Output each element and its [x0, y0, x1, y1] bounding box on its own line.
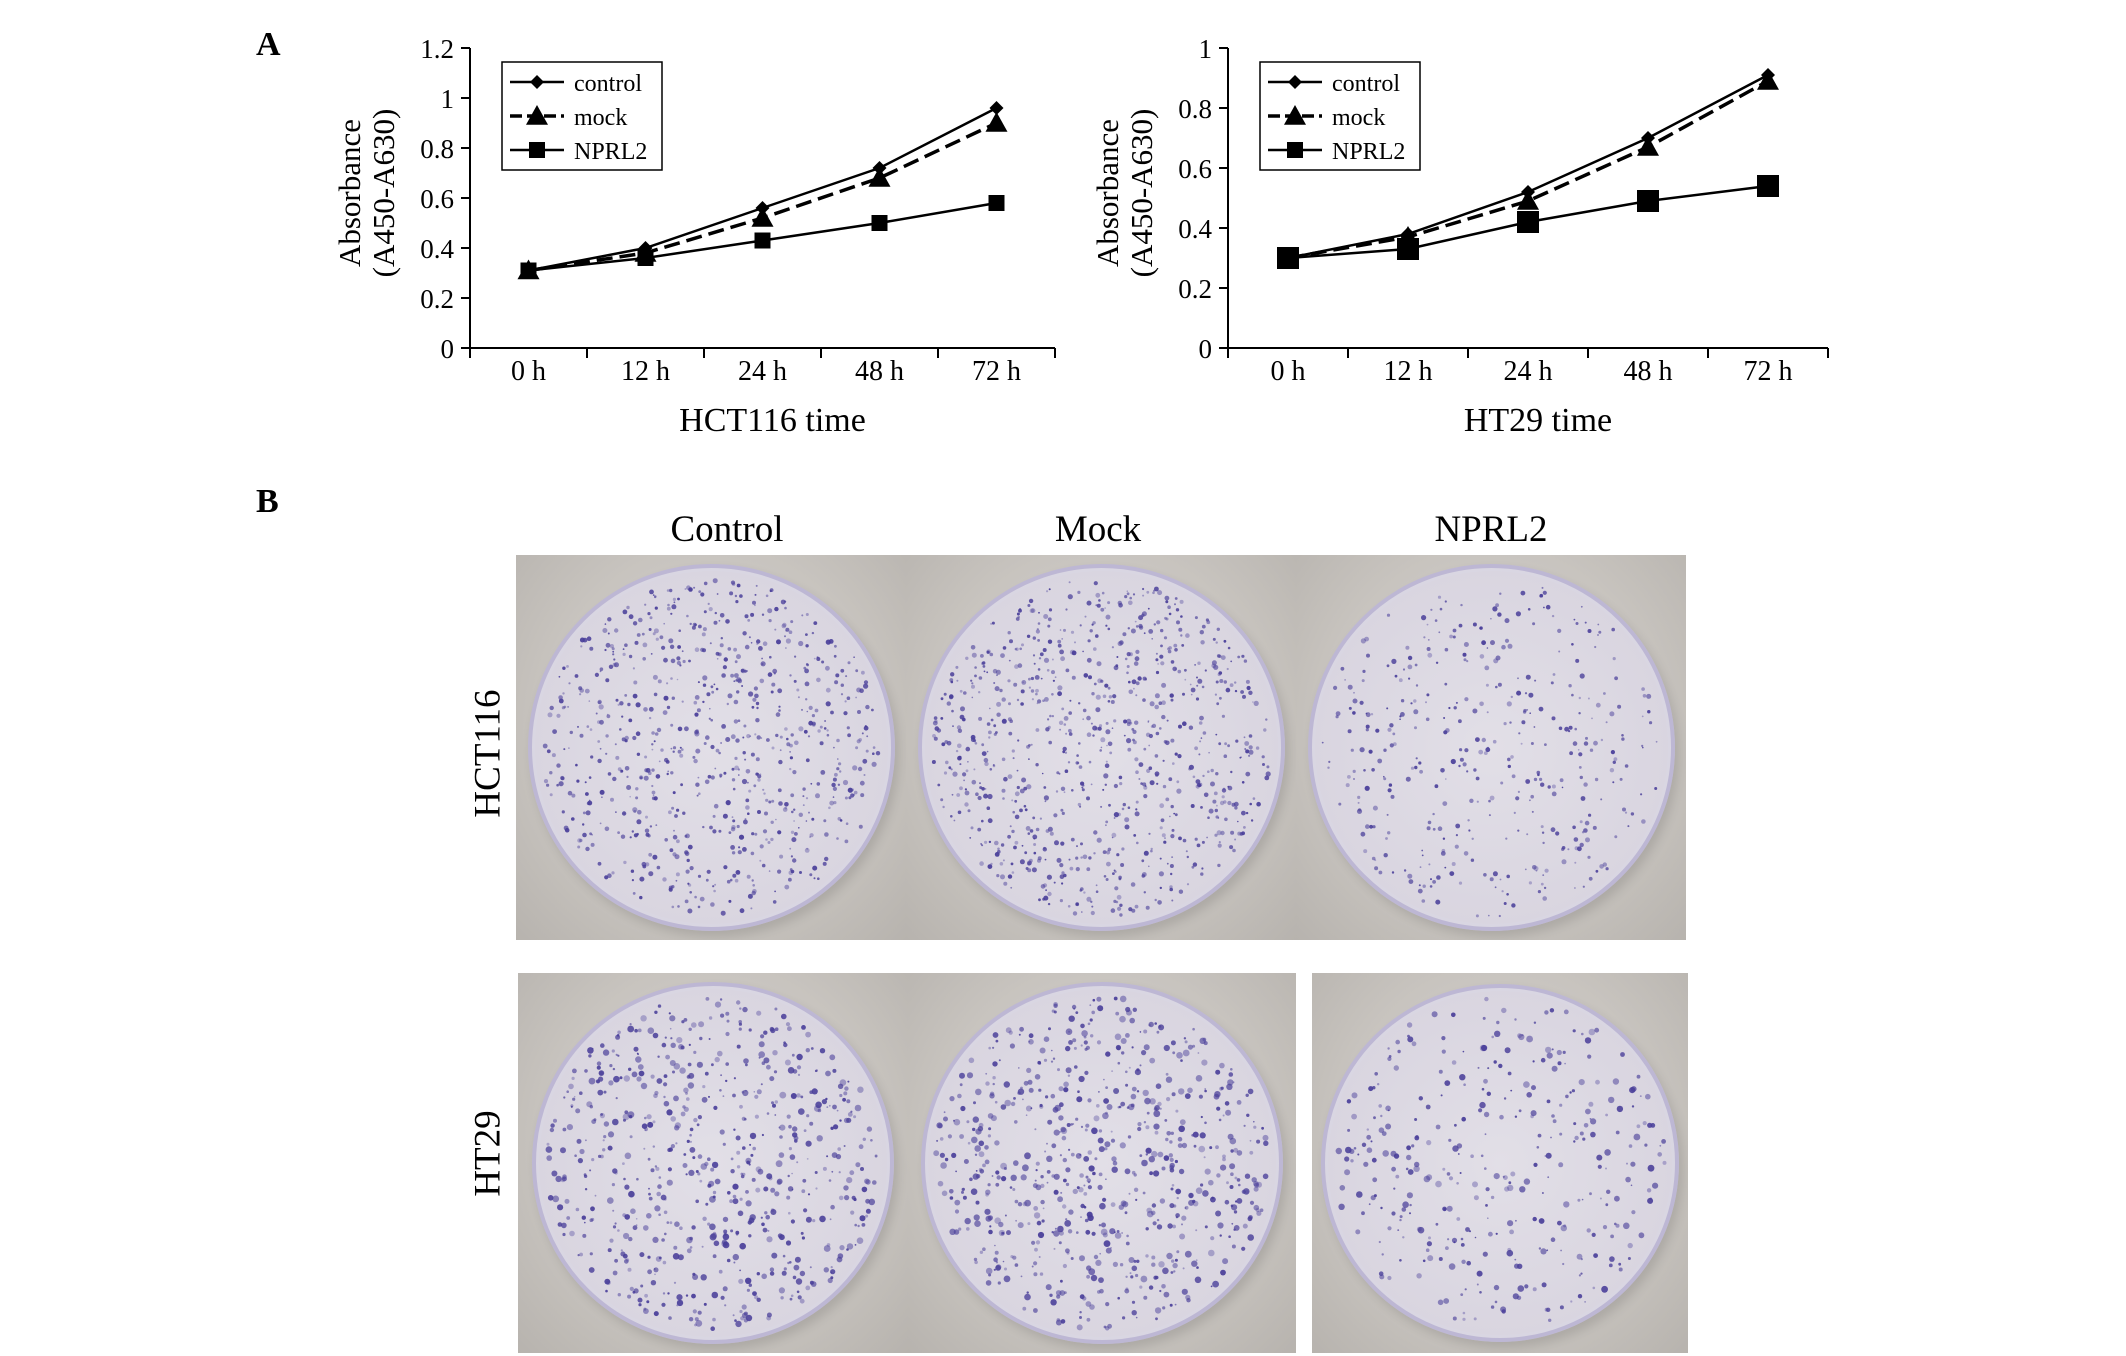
chart2-point-mock: [1637, 136, 1659, 156]
chart1-y-axis-label-line1: Absorbance: [332, 119, 367, 267]
chart2-legend-marker-nprl2: [1287, 142, 1303, 158]
chart1-legend-marker-control: [530, 75, 544, 89]
plate-photo-ht29-nprl2: [1312, 973, 1688, 1353]
chart1-legend-marker-nprl2: [529, 142, 545, 158]
chart1-legend-label-control: control: [574, 71, 642, 97]
petri-dish: [917, 564, 1285, 931]
chart1-point-mock: [985, 112, 1008, 132]
row-label-ht29: HT29: [467, 1110, 509, 1197]
chart1-point-mock: [868, 167, 891, 187]
plate-photo-ht29-control: [518, 973, 908, 1353]
chart2-series-line-mock: [1287, 79, 1769, 260]
chart1-y-tick-label: 1: [441, 84, 455, 114]
chart1-y-axis-label-line2: (A450-A630): [366, 109, 401, 278]
chart1-y-tick-label: 1.2: [420, 34, 454, 64]
petri-dish: [921, 982, 1283, 1344]
chart2-x-tick-label: 0 h: [1271, 356, 1306, 387]
chart1-legend-label-mock: mock: [574, 105, 627, 131]
chart1-point-nprl2: [988, 195, 1005, 211]
chart1-y-tick-label: 0.2: [420, 284, 454, 314]
column-label-nprl2: NPRL2: [1434, 509, 1548, 550]
chart2-y-tick-label: 0.2: [1178, 274, 1212, 304]
chart2-x-tick-label: 24 h: [1504, 356, 1553, 387]
chart1-point-nprl2: [637, 250, 654, 266]
plate-photo-hct116-mock: [906, 555, 1296, 940]
chart2-x-tick-label: 72 h: [1744, 356, 1793, 387]
chart2-legend-label-mock: mock: [1332, 105, 1385, 131]
panel-a-letter: A: [256, 26, 281, 63]
chart2-y-tick-label: 1: [1199, 34, 1213, 64]
chart1-legend-label-nprl2: NPRL2: [574, 139, 647, 165]
chart1-point-nprl2: [871, 215, 888, 231]
colony-dots: [931, 581, 1271, 917]
chart1-point-mock: [751, 207, 774, 227]
chart2-point-mock: [1757, 70, 1779, 90]
chart1-y-tick-label: 0.4: [420, 234, 454, 264]
chart2-legend-marker-control: [1288, 75, 1302, 89]
chart1-point-nprl2: [520, 262, 537, 279]
chart1-x-tick-label: 0 h: [511, 356, 546, 387]
chart1-point-nprl2: [754, 232, 771, 249]
plate-photo-ht29-mock: [908, 973, 1296, 1353]
chart1-y-tick-label: 0.8: [420, 134, 454, 164]
chart2-y-tick-label: 0.8: [1178, 94, 1212, 124]
colony-dots: [1335, 996, 1667, 1322]
chart2-legend-label-nprl2: NPRL2: [1332, 139, 1405, 165]
chart2-x-axis-label: HT29 time: [1464, 402, 1612, 439]
chart1-x-tick-label: 72 h: [972, 356, 1021, 387]
chart2-point-mock: [1517, 190, 1539, 210]
chart2-x-tick-label: 12 h: [1384, 356, 1433, 387]
chart2-point-nprl2: [1757, 175, 1779, 197]
chart1-x-axis-label: HCT116 time: [679, 402, 866, 439]
petri-dish: [532, 982, 894, 1344]
chart2-y-axis-label-line2: (A450-A630): [1124, 109, 1159, 278]
chart2-y-axis-label-line1: Absorbance: [1090, 119, 1125, 267]
chart1-x-tick-label: 48 h: [855, 356, 904, 387]
chart1-point-control: [989, 101, 1004, 115]
column-label-mock: Mock: [1054, 509, 1142, 550]
petri-dish: [1307, 564, 1675, 931]
panel-a-charts: 0 0.2 0.4 0.6 0.8 1 1.2 0 h 12 h 24 h 48 h 72 h HCT1…: [332, 34, 1829, 439]
colony-dots: [1321, 586, 1657, 918]
panel-b-letter: B: [256, 483, 279, 520]
colony-dots: [542, 578, 880, 916]
chart2-y-tick-label: 0.4: [1178, 214, 1212, 244]
chart2-legend-label-control: control: [1332, 71, 1400, 97]
column-label-control: Control: [670, 509, 784, 550]
colony-dots: [545, 997, 878, 1331]
chart2-y-tick-label: 0.6: [1178, 154, 1212, 184]
chart1-legend-marker-mock: [526, 105, 548, 125]
plate-photo-hct116-nprl2: [1296, 555, 1686, 940]
chart1-x-tick-label: 24 h: [738, 356, 787, 387]
chart1-y-tick-label: 0.6: [420, 184, 454, 214]
chart2-point-nprl2: [1637, 190, 1659, 212]
chart2-legend-marker-mock: [1284, 105, 1306, 125]
petri-dish: [1321, 984, 1679, 1342]
row-label-hct116: HCT116: [467, 689, 509, 818]
chart1-x-tick-label: 12 h: [621, 356, 670, 387]
chart2-x-tick-label: 48 h: [1624, 356, 1673, 387]
chart2-point-nprl2: [1397, 238, 1419, 260]
chart2-y-tick-label: 0: [1199, 334, 1213, 364]
plate-photo-hct116-control: [516, 555, 906, 940]
chart2-point-nprl2: [1277, 247, 1299, 269]
petri-dish: [527, 564, 895, 931]
colony-dots: [933, 995, 1269, 1331]
chart2-point-nprl2: [1517, 211, 1539, 233]
chart1-y-tick-label: 0: [441, 334, 455, 364]
